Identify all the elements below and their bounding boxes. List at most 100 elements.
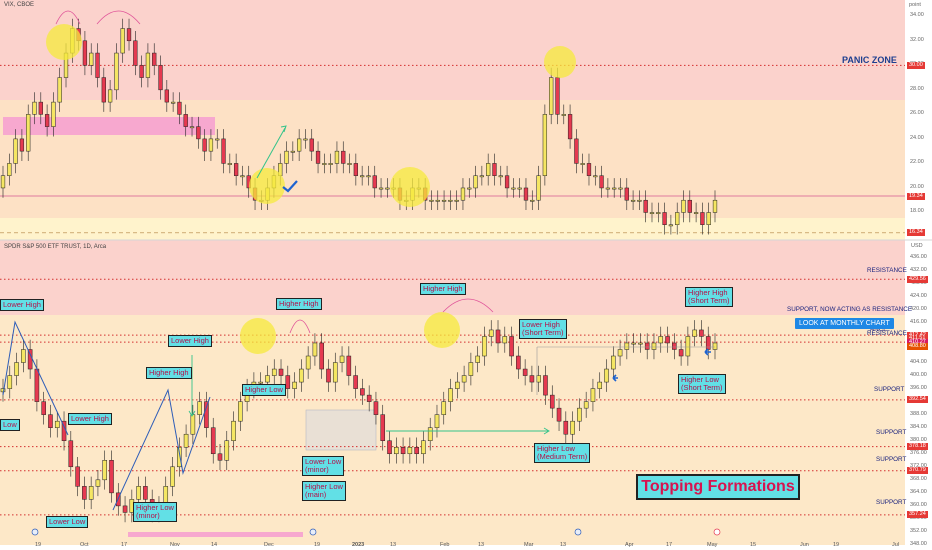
vix-candle (240, 175, 245, 178)
spx-price-tag: 410.27 (907, 338, 928, 346)
spx-candle (231, 420, 236, 441)
spx-y-tick: 360.00 (910, 501, 927, 508)
spx-y-tick: 388.00 (910, 410, 927, 417)
spx-candle (88, 486, 94, 500)
spx-candle (278, 368, 284, 376)
vix-candle (460, 187, 466, 201)
axis-strip (905, 0, 932, 550)
spx-y-tick: 420.00 (910, 306, 927, 313)
vix-candle (227, 163, 232, 165)
zone-label: SUPPORT (876, 499, 907, 506)
vix-candle (7, 163, 12, 176)
spx-y-tick: 364.00 (910, 488, 927, 495)
vix-candle (101, 77, 106, 103)
spx-candle (217, 453, 223, 461)
vix-candle (612, 187, 617, 190)
spx-candle (346, 355, 352, 376)
spx-y-tick: 372.00 (910, 462, 927, 469)
spx-candle (394, 446, 399, 455)
spx-candle (319, 342, 324, 370)
event-marker (31, 528, 39, 536)
annotation-label: Higher Low (Short Term) (678, 374, 726, 394)
spx-candle (509, 336, 514, 357)
time-tick: 17 (121, 542, 128, 548)
spx-candle (712, 342, 718, 350)
vix-candle (706, 212, 711, 225)
pink-arc (96, 10, 141, 25)
spx-y-tick: 384.00 (910, 423, 927, 430)
vix-candle (675, 212, 680, 225)
spx-candle (353, 375, 358, 389)
vix-candle (183, 114, 188, 127)
annotation-label: Lower High (168, 335, 212, 347)
vix-y-tick: 20.00 (910, 183, 924, 190)
vix-candle (32, 101, 37, 115)
vix-candle (668, 224, 674, 227)
pink-arc (55, 10, 81, 25)
time-tick: Jul (892, 542, 900, 548)
vix-candle (599, 175, 604, 189)
spx-candle (455, 381, 460, 389)
spx-candle (658, 336, 664, 344)
vix-candle (580, 163, 585, 165)
spx-candle (685, 336, 691, 357)
spx-candle (631, 342, 636, 345)
spx-candle (495, 329, 501, 344)
vix-price-tag: 19.34 (907, 192, 925, 200)
time-tick: Jun (800, 542, 809, 548)
vix-candle (593, 175, 598, 178)
spx-candle (502, 336, 508, 344)
spx-candle (292, 381, 297, 389)
vix-candle (504, 175, 510, 189)
vix-candle (637, 199, 642, 202)
time-tick: Feb (440, 542, 450, 548)
spx-candle (265, 375, 270, 383)
time-tick: 13 (390, 542, 397, 548)
teal-arrowhead (543, 427, 550, 435)
vix-y-tick: 24.00 (910, 134, 924, 141)
vix-candle (353, 163, 358, 176)
vix-candle (158, 65, 163, 91)
spx-y-tick: 368.00 (910, 475, 927, 482)
annotation-label: Higher Low (main) (302, 481, 346, 501)
vix-candle (328, 163, 333, 165)
vix-unit: point (909, 2, 921, 8)
vix-candle (170, 101, 176, 104)
spx-candle (665, 336, 670, 344)
spx-candle (516, 355, 521, 370)
event-marker (309, 528, 317, 536)
spx-candle (699, 329, 704, 337)
spx-candle (644, 342, 650, 350)
spx-candle (366, 394, 372, 402)
spx-candle (482, 336, 487, 357)
teal-arrow (256, 127, 286, 179)
spx-y-tick: 376.00 (910, 449, 927, 456)
vix-candle (114, 52, 119, 91)
vix-candle (605, 187, 611, 190)
spx-price-tag: 392.54 (907, 396, 928, 404)
vix-y-tick: 34.00 (910, 12, 924, 19)
zone-label: ANCE (870, 326, 888, 333)
panic-zone-label: PANIC ZONE (842, 55, 897, 65)
vix-candle (536, 175, 541, 201)
vix-top-band (0, 0, 905, 100)
spx-candle (678, 349, 684, 357)
vix-candle (284, 150, 289, 164)
spx-candle (448, 388, 453, 402)
spx-candle (54, 420, 60, 428)
spx-candle (461, 375, 467, 383)
vix-candle (574, 138, 579, 164)
vix-candle (473, 175, 478, 189)
annotation-label: Low (0, 419, 20, 431)
spx-y-tick: 436.00 (910, 254, 927, 261)
spx-candle (143, 486, 148, 500)
spx-candle (102, 460, 107, 481)
info-box[interactable]: LOOK AT MONTHLY CHART (795, 318, 894, 329)
vix-y-tick: 32.00 (910, 36, 924, 43)
spx-candle (556, 407, 562, 422)
vix-candle (511, 187, 516, 190)
spx-candle (380, 414, 386, 441)
spx-candle (522, 368, 528, 376)
